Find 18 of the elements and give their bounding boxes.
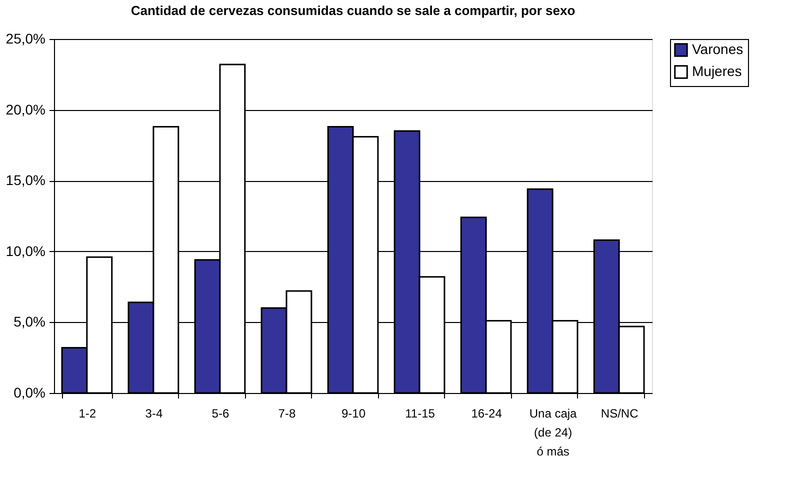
x-tick-label: 16-24	[471, 406, 502, 420]
x-tick-label: 7-8	[278, 406, 296, 420]
y-tick-label: 20,0%	[6, 101, 46, 118]
x-tick-label: 11-15	[405, 406, 436, 420]
y-tick-label: 10,0%	[6, 242, 46, 259]
x-tick-label: 5-6	[212, 406, 230, 420]
y-tick-label: 0,0%	[14, 384, 46, 400]
y-tick-label: 5,0%	[14, 314, 46, 330]
x-tick-label: Una caja (de 24) ó más	[529, 406, 578, 458]
x-tick-label: 3-4	[145, 406, 163, 420]
x-tick-label: 9-10	[341, 406, 366, 420]
x-tick-label: NS/NC	[600, 406, 639, 420]
y-tick-label: 25,0%	[6, 30, 46, 46]
y-tick-label: 15,0%	[6, 172, 46, 188]
legend-label: Mujeres	[692, 63, 742, 79]
legend-label: Varones	[692, 41, 744, 57]
chart-title: Cantidad de cervezas consumidas cuando se sale a compartir, por sexo	[130, 3, 576, 18]
x-tick-label: 1-2	[78, 406, 96, 420]
